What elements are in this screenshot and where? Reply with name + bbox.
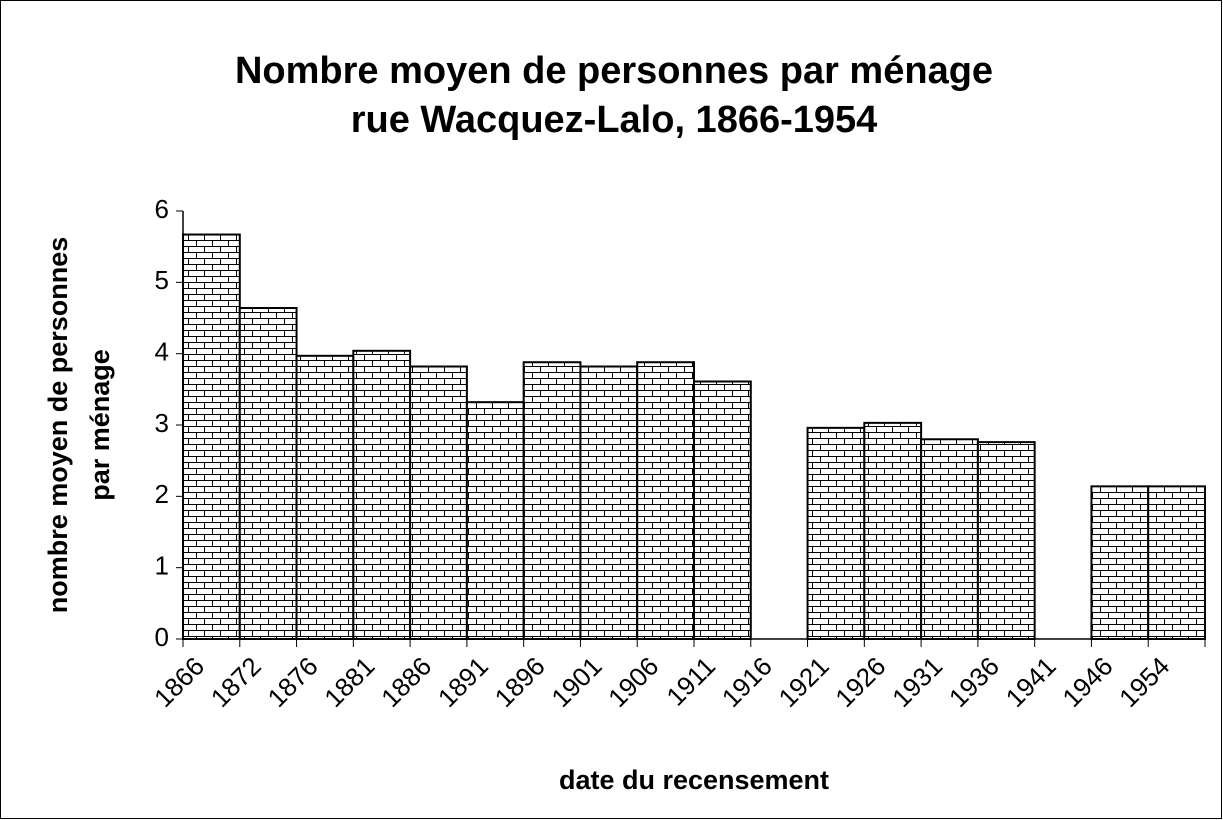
chart-title: rue Wacquez-Lalo, 1866-1954 xyxy=(351,99,878,141)
bar xyxy=(976,441,1036,640)
bar xyxy=(1147,485,1206,641)
y-axis-label: par ménage xyxy=(85,349,115,501)
x-axis-label: date du recensement xyxy=(559,765,829,795)
bar xyxy=(863,421,923,640)
bar xyxy=(295,354,355,640)
y-tick-label: 1 xyxy=(155,551,169,581)
y-tick-label: 5 xyxy=(155,265,169,295)
bar xyxy=(806,426,866,640)
bar xyxy=(636,361,696,640)
y-tick-label: 0 xyxy=(155,622,169,652)
bar xyxy=(522,361,582,640)
bar xyxy=(920,438,979,640)
chart-title: Nombre moyen de personnes par ménage xyxy=(235,50,993,92)
bar xyxy=(1090,485,1150,641)
bar xyxy=(693,380,752,640)
bar xyxy=(579,365,639,640)
y-axis-label: nombre moyen de personnes xyxy=(43,237,73,614)
bar xyxy=(352,349,412,640)
y-tick-label: 2 xyxy=(155,479,169,509)
y-tick-label: 4 xyxy=(155,337,169,367)
y-tick-label: 6 xyxy=(155,194,169,224)
bar xyxy=(182,233,241,640)
y-tick-label: 3 xyxy=(155,408,169,438)
bar xyxy=(238,307,298,640)
bar xyxy=(465,401,525,640)
bar xyxy=(409,365,468,640)
